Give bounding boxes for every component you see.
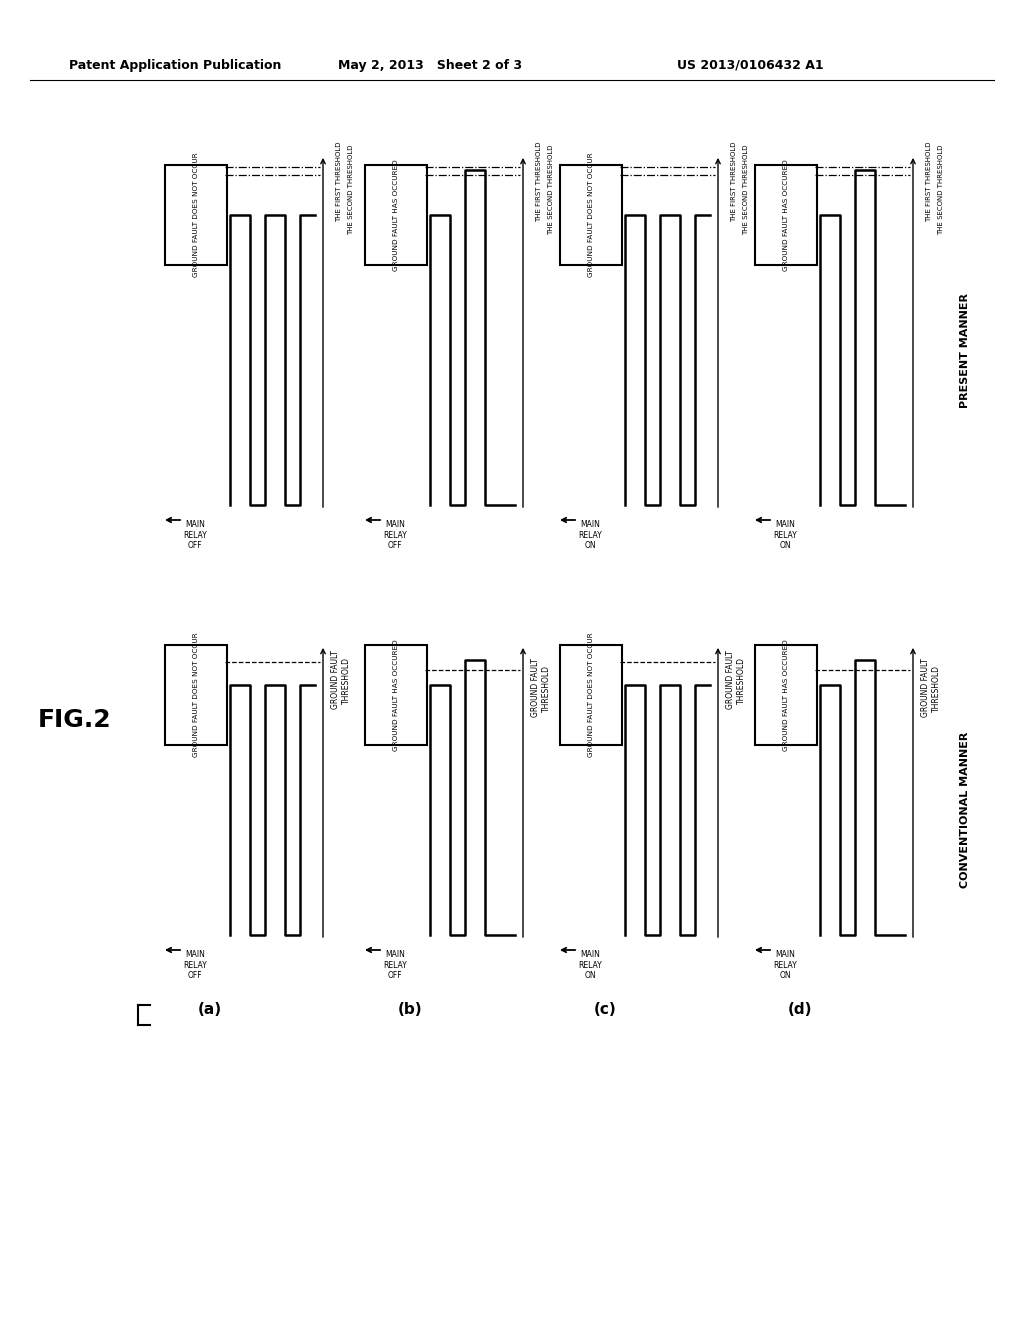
Text: GROUND FAULT HAS OCCURED: GROUND FAULT HAS OCCURED [783,639,790,751]
Text: PRESENT MANNER: PRESENT MANNER [961,293,970,408]
Text: FIG.2: FIG.2 [38,708,112,733]
Text: MAIN
RELAY
OFF: MAIN RELAY OFF [183,520,207,550]
Bar [755,165,817,265]
Bar [365,645,427,744]
Bar [365,165,427,265]
Text: GROUND FAULT
THRESHOLD: GROUND FAULT THRESHOLD [531,659,551,718]
Text: (b): (b) [397,1002,422,1018]
Text: MAIN
RELAY
ON: MAIN RELAY ON [773,950,797,979]
Text: GROUND FAULT DOES NOT OCCUR: GROUND FAULT DOES NOT OCCUR [588,632,594,758]
Text: May 2, 2013   Sheet 2 of 3: May 2, 2013 Sheet 2 of 3 [338,58,522,71]
Text: THE FIRST THRESHOLD: THE FIRST THRESHOLD [926,141,932,222]
Text: GROUND FAULT HAS OCCURED: GROUND FAULT HAS OCCURED [783,160,790,271]
Text: THE SECOND THRESHOLD: THE SECOND THRESHOLD [348,145,354,235]
Text: GROUND FAULT DOES NOT OCCUR: GROUND FAULT DOES NOT OCCUR [193,632,199,758]
Text: MAIN
RELAY
OFF: MAIN RELAY OFF [183,950,207,979]
Bar [165,165,227,265]
Text: GROUND FAULT HAS OCCURED: GROUND FAULT HAS OCCURED [393,639,399,751]
Text: THE FIRST THRESHOLD: THE FIRST THRESHOLD [536,141,542,222]
Text: MAIN
RELAY
ON: MAIN RELAY ON [579,950,602,979]
Text: MAIN
RELAY
ON: MAIN RELAY ON [773,520,797,550]
Text: GROUND FAULT
THRESHOLD: GROUND FAULT THRESHOLD [726,651,745,709]
Text: MAIN
RELAY
OFF: MAIN RELAY OFF [383,950,407,979]
Text: US 2013/0106432 A1: US 2013/0106432 A1 [677,58,823,71]
Text: GROUND FAULT DOES NOT OCCUR: GROUND FAULT DOES NOT OCCUR [193,153,199,277]
Bar [755,645,817,744]
Text: CONVENTIONAL MANNER: CONVENTIONAL MANNER [961,731,970,888]
Text: GROUND FAULT
THRESHOLD: GROUND FAULT THRESHOLD [332,651,350,709]
Text: (d): (d) [787,1002,812,1018]
Text: GROUND FAULT
THRESHOLD: GROUND FAULT THRESHOLD [922,659,941,718]
Text: THE SECOND THRESHOLD: THE SECOND THRESHOLD [548,145,554,235]
Text: MAIN
RELAY
OFF: MAIN RELAY OFF [383,520,407,550]
Text: THE FIRST THRESHOLD: THE FIRST THRESHOLD [336,141,342,222]
Text: THE SECOND THRESHOLD: THE SECOND THRESHOLD [743,145,749,235]
Text: GROUND FAULT HAS OCCURED: GROUND FAULT HAS OCCURED [393,160,399,271]
Bar [165,645,227,744]
Text: MAIN
RELAY
ON: MAIN RELAY ON [579,520,602,550]
Text: THE SECOND THRESHOLD: THE SECOND THRESHOLD [938,145,944,235]
Bar [560,165,622,265]
Text: (c): (c) [594,1002,616,1018]
Text: GROUND FAULT DOES NOT OCCUR: GROUND FAULT DOES NOT OCCUR [588,153,594,277]
Text: THE FIRST THRESHOLD: THE FIRST THRESHOLD [731,141,737,222]
Bar [560,645,622,744]
Text: (a): (a) [198,1002,222,1018]
Text: Patent Application Publication: Patent Application Publication [69,58,282,71]
